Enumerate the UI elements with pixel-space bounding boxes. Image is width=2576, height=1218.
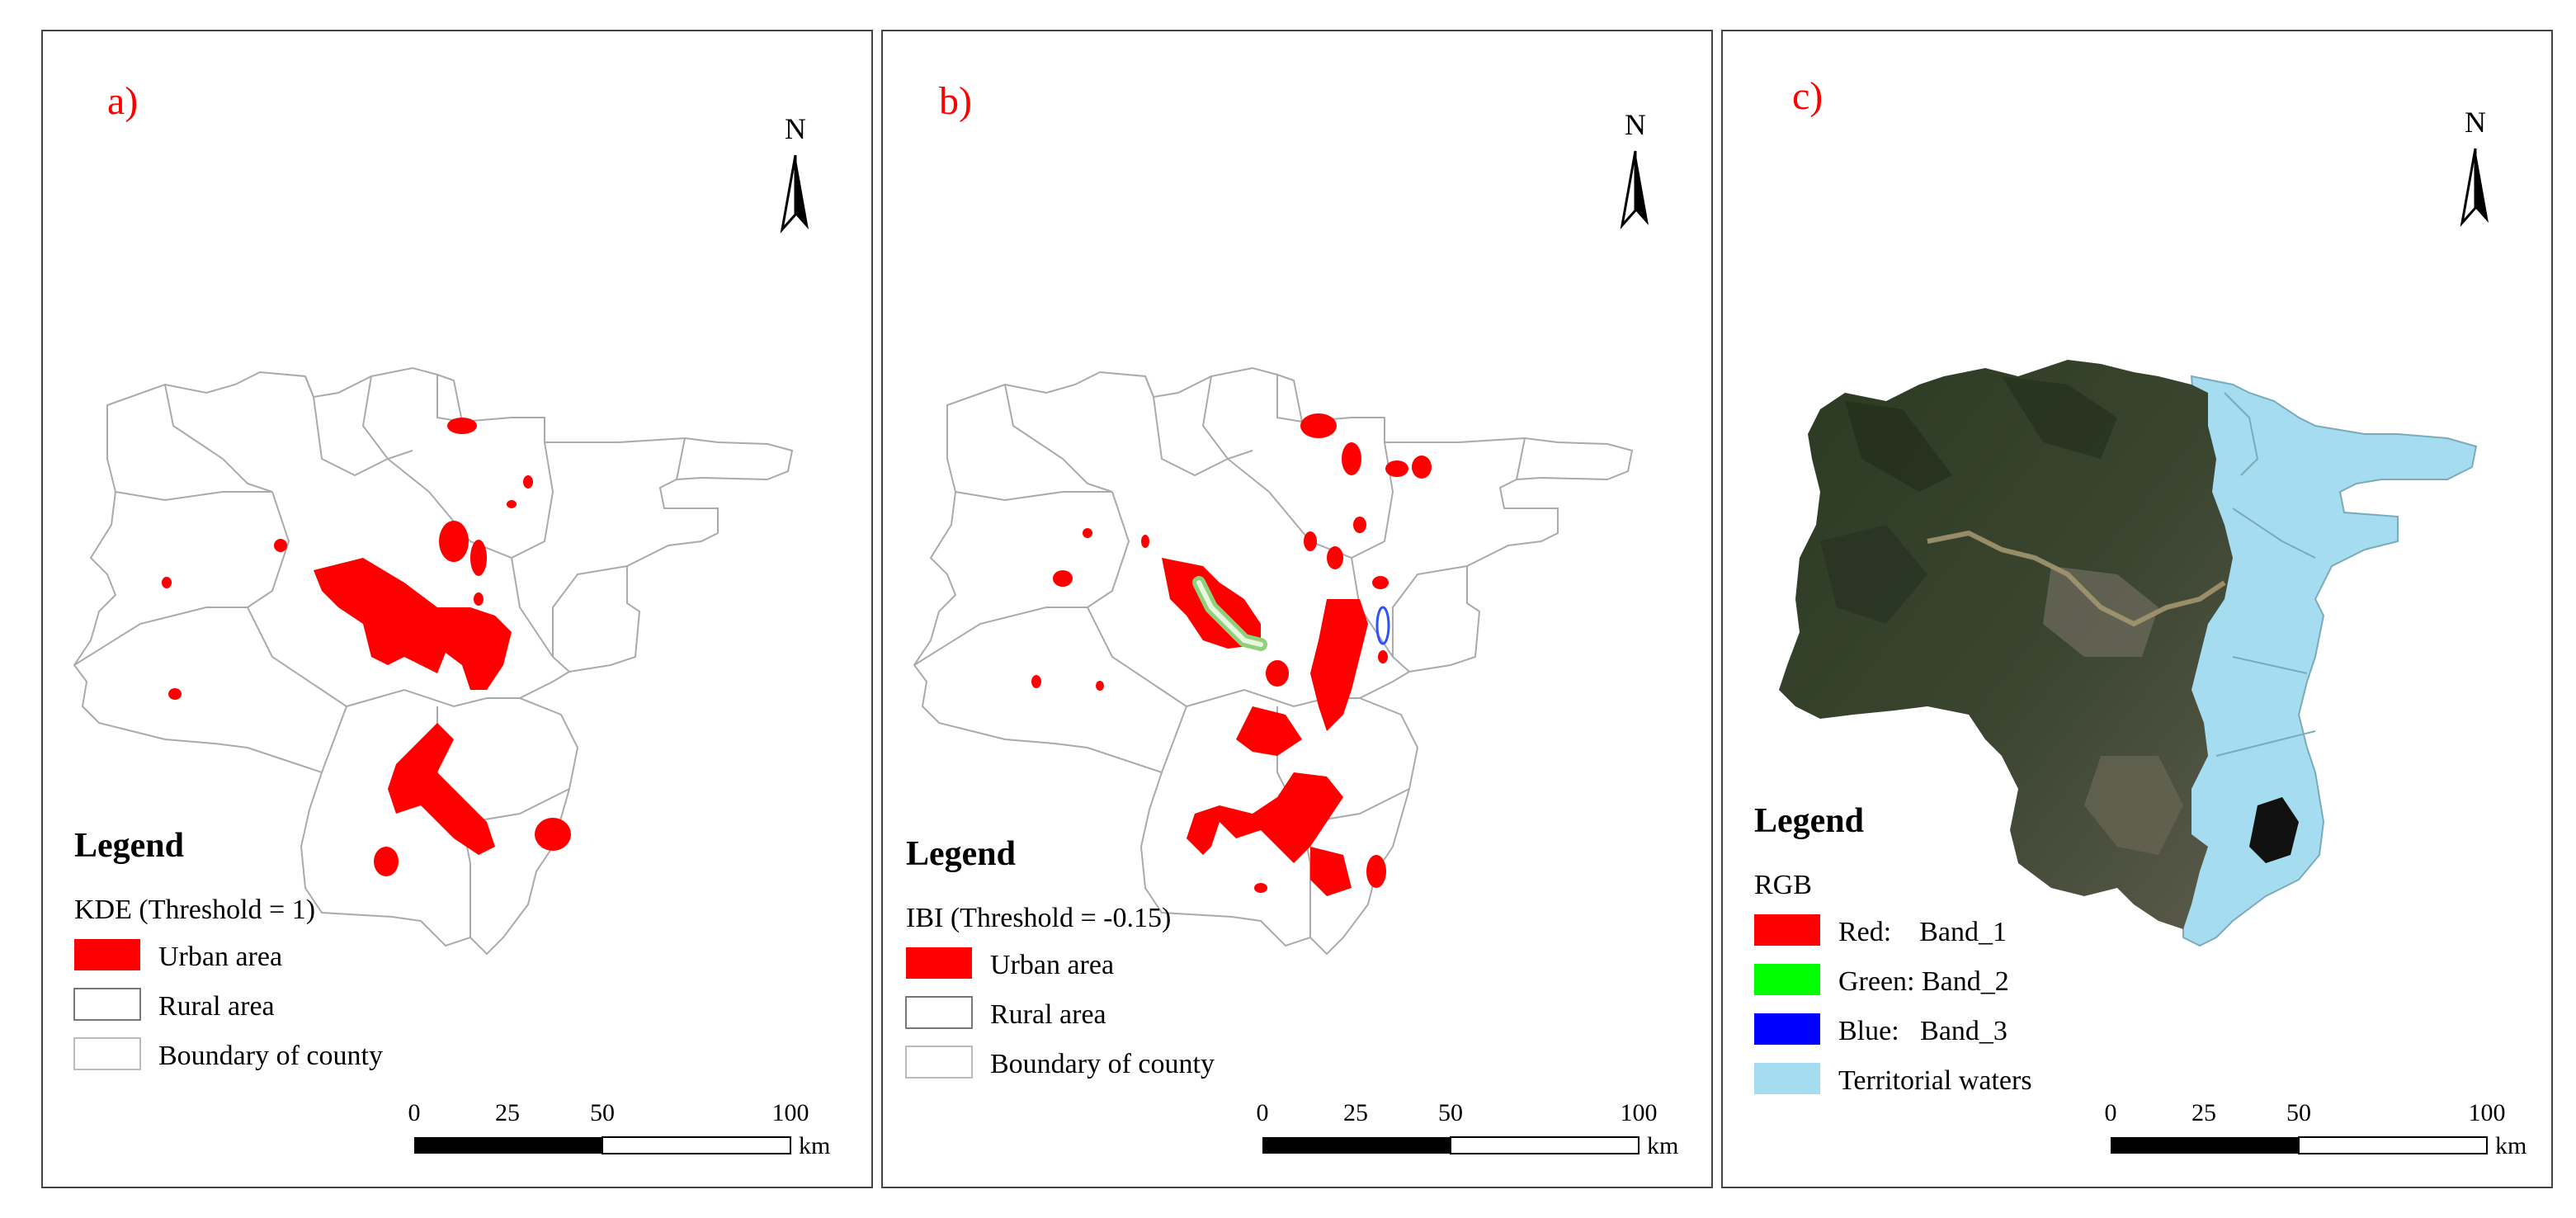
scale-tick-25: 25 bbox=[2191, 1099, 2216, 1126]
panel-label: a) bbox=[107, 79, 138, 123]
panel-label: c) bbox=[1792, 74, 1823, 118]
legend-swatch-urban bbox=[74, 939, 140, 970]
satellite-map bbox=[1779, 360, 2478, 947]
north-label: N bbox=[785, 112, 806, 145]
north-label: N bbox=[1625, 108, 1646, 141]
legend: Legend KDE (Threshold = 1) Urban area Ru… bbox=[73, 827, 383, 1071]
scale-tick-25: 25 bbox=[495, 1099, 520, 1126]
urban-area-polygons bbox=[162, 418, 571, 876]
legend-swatch-boundary bbox=[905, 1046, 973, 1079]
scale-tick-100: 100 bbox=[2469, 1099, 2506, 1126]
legend-swatch-urban bbox=[906, 947, 972, 979]
scale-unit: km bbox=[1647, 1132, 1678, 1159]
north-label: N bbox=[2465, 106, 2486, 139]
map-panel-c: c) N Legend RGB Red: Band_1 Green: Band_… bbox=[1721, 30, 2553, 1188]
scale-bar: 0 25 50 100 km bbox=[1257, 1099, 1679, 1159]
scale-tick-0: 0 bbox=[1257, 1099, 1269, 1126]
county-map bbox=[73, 367, 793, 955]
scale-unit: km bbox=[799, 1132, 830, 1159]
panel-label: b) bbox=[939, 79, 972, 123]
north-arrow: N bbox=[1620, 108, 1649, 229]
legend-item-boundary: Boundary of county bbox=[990, 1049, 1215, 1079]
legend-swatch-green bbox=[1754, 964, 1820, 995]
scale-tick-100: 100 bbox=[1621, 1099, 1658, 1126]
scale-tick-50: 50 bbox=[590, 1099, 615, 1126]
scale-tick-25: 25 bbox=[1343, 1099, 1368, 1126]
legend: Legend IBI (Threshold = -0.15) Urban are… bbox=[905, 835, 1215, 1079]
bay-dark bbox=[2249, 797, 2299, 863]
scale-bar: 0 25 50 100 km bbox=[2105, 1099, 2527, 1159]
legend: Legend RGB Red: Band_1 Green: Band_2 Blu… bbox=[1754, 802, 2032, 1096]
map-panel-b: b) N bbox=[881, 30, 1713, 1188]
scale-tick-0: 0 bbox=[2105, 1099, 2117, 1126]
territorial-waters-area bbox=[2182, 375, 2478, 947]
legend-item-red: Red: Band_1 bbox=[1838, 917, 2007, 947]
scale-tick-50: 50 bbox=[1438, 1099, 1463, 1126]
legend-subtitle: IBI (Threshold = -0.15) bbox=[906, 903, 1171, 933]
county-map bbox=[913, 367, 1633, 955]
legend-item-rural: Rural area bbox=[990, 999, 1106, 1030]
blue-outline bbox=[1375, 606, 1390, 645]
north-arrow: N bbox=[780, 112, 809, 234]
legend-title: Legend bbox=[1754, 802, 1864, 840]
legend-title: Legend bbox=[906, 835, 1016, 873]
river bbox=[1927, 530, 2226, 627]
legend-swatch-water bbox=[1754, 1063, 1820, 1094]
legend-subtitle: KDE (Threshold = 1) bbox=[74, 895, 315, 925]
legend-item-urban: Urban area bbox=[158, 942, 282, 972]
legend-item-boundary: Boundary of county bbox=[158, 1041, 383, 1071]
legend-item-rural: Rural area bbox=[158, 991, 275, 1022]
scale-tick-50: 50 bbox=[2286, 1099, 2311, 1126]
legend-swatch-red bbox=[1754, 914, 1820, 946]
legend-swatch-blue bbox=[1754, 1013, 1820, 1045]
legend-swatch-rural bbox=[905, 996, 973, 1029]
legend-item-blue: Blue: Band_3 bbox=[1838, 1016, 2007, 1046]
map-panel-a: a) N bbox=[41, 30, 873, 1188]
land-imagery bbox=[1779, 360, 2233, 929]
legend-item-urban: Urban area bbox=[990, 950, 1114, 980]
legend-swatch-boundary bbox=[73, 1037, 141, 1070]
scale-bar: 0 25 50 100 km bbox=[408, 1099, 831, 1159]
scale-tick-100: 100 bbox=[772, 1099, 809, 1126]
legend-item-water: Territorial waters bbox=[1838, 1065, 2032, 1096]
legend-item-green: Green: Band_2 bbox=[1838, 966, 2009, 997]
north-arrow: N bbox=[2460, 106, 2489, 227]
legend-title: Legend bbox=[74, 827, 184, 865]
scale-tick-0: 0 bbox=[408, 1099, 421, 1126]
scale-unit: km bbox=[2495, 1132, 2526, 1159]
legend-swatch-rural bbox=[73, 988, 141, 1021]
legend-subtitle: RGB bbox=[1754, 870, 1812, 900]
